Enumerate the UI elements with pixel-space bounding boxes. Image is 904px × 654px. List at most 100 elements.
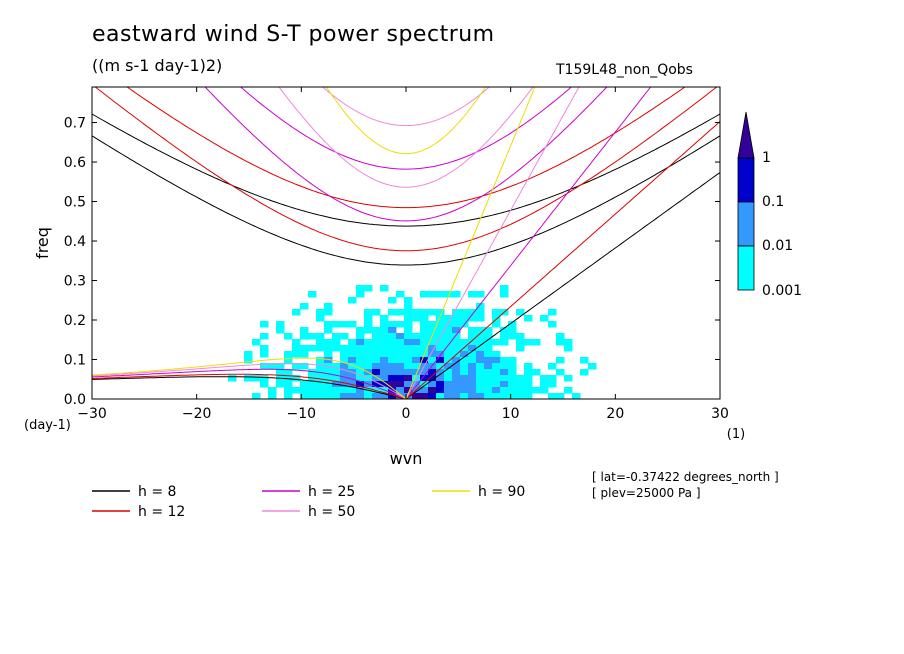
- heatmap-cell: [468, 375, 477, 382]
- heatmap-cell: [484, 339, 493, 346]
- heatmap-cell: [404, 297, 413, 304]
- heatmap-cell: [524, 315, 533, 322]
- heatmap-cell: [524, 339, 533, 346]
- y-tick-label: 0.7: [64, 116, 86, 132]
- heatmap-cell: [492, 357, 501, 364]
- dispersion-curve-h50: [278, 87, 534, 188]
- heatmap-cell: [340, 387, 349, 394]
- heatmap-cell: [500, 333, 509, 340]
- heatmap-cell: [364, 363, 373, 370]
- heatmap-cell: [452, 363, 461, 370]
- heatmap-cell: [540, 387, 549, 394]
- heatmap-cell: [484, 387, 493, 394]
- heatmap-cell: [500, 327, 509, 334]
- heatmap-cell: [420, 321, 429, 328]
- heatmap-cell: [476, 339, 485, 346]
- heatmap-cell: [356, 351, 365, 358]
- heatmap-cell: [452, 381, 461, 388]
- heatmap-cell: [404, 327, 413, 334]
- x-tick-label: 30: [711, 406, 729, 422]
- heatmap-cell: [524, 375, 533, 382]
- heatmap-cell: [492, 339, 501, 346]
- heatmap-cell: [404, 321, 413, 328]
- heatmap-cell: [428, 369, 437, 376]
- dispersion-curve-h50: [405, 87, 580, 399]
- heatmap-cell: [444, 327, 453, 334]
- heatmap-cell: [260, 381, 269, 388]
- heatmap-cell: [460, 369, 469, 376]
- heatmap-cell: [380, 285, 389, 292]
- heatmap-cell: [524, 369, 533, 376]
- axes: −30 −20 −10 0 10 20 30 0.0 0.1 0.2 0.3 0.4 0.5 0.6 0.7…: [24, 87, 745, 468]
- heatmap-cell: [444, 387, 453, 394]
- heatmap-cell: [348, 387, 357, 394]
- heatmap-cell: [492, 363, 501, 370]
- heatmap-cell: [468, 369, 477, 376]
- dispersion-curve-h12: [126, 87, 686, 209]
- heatmap-cell: [364, 285, 373, 292]
- heatmap-cell: [476, 303, 485, 310]
- heatmap-cell: [244, 357, 253, 364]
- heatmap-cell: [404, 375, 413, 382]
- heatmap-cell: [324, 369, 333, 376]
- heatmap-cell: [364, 339, 373, 346]
- heatmap-cell: [364, 321, 373, 328]
- y-tick-label: 0.0: [64, 392, 86, 408]
- dispersion-curve-h90: [325, 87, 487, 155]
- heatmap-cell: [364, 327, 373, 334]
- heatmap-cell: [340, 381, 349, 388]
- heatmap-cell: [284, 369, 293, 376]
- heatmap-cell: [476, 381, 485, 388]
- heatmap-cell: [316, 393, 325, 399]
- heatmap-cell: [540, 315, 549, 322]
- heatmap-cell: [548, 309, 557, 316]
- heatmap-cell: [508, 387, 517, 394]
- heatmap-cell: [468, 327, 477, 334]
- run-label: T159L48_non_Qobs: [556, 62, 693, 78]
- heatmap-cell: [548, 393, 557, 399]
- heatmap-cell: [348, 357, 357, 364]
- heatmap-cells: [228, 285, 597, 399]
- heatmap-cell: [404, 309, 413, 316]
- colorbar-segment: [737, 157, 755, 203]
- dispersion-curve-h90: [92, 0, 720, 82]
- heatmap-cell: [404, 369, 413, 376]
- heatmap-cell: [524, 393, 533, 399]
- heatmap-cell: [364, 309, 373, 316]
- heatmap-cell: [484, 333, 493, 340]
- heatmap-cell: [452, 369, 461, 376]
- heatmap-cell: [284, 333, 293, 340]
- heatmap-cell: [372, 351, 381, 358]
- heatmap-cell: [292, 375, 301, 382]
- colorbar-label: 0.1: [762, 194, 784, 210]
- heatmap-cell: [492, 321, 501, 328]
- y-tick-label: 0.1: [64, 353, 86, 369]
- heatmap-cell: [540, 375, 549, 382]
- heatmap-cell: [332, 369, 341, 376]
- heatmap-cell: [500, 393, 509, 399]
- heatmap-cell: [372, 381, 381, 388]
- heatmap-cell: [388, 375, 397, 382]
- heatmap-cell: [356, 357, 365, 364]
- heatmap-cell: [348, 321, 357, 328]
- heatmap-cell: [460, 357, 469, 364]
- heatmap-cell: [332, 339, 341, 346]
- heatmap-cell: [292, 339, 301, 346]
- heatmap-cell: [484, 351, 493, 358]
- heatmap-cell: [284, 381, 293, 388]
- heatmap-cell: [484, 393, 493, 399]
- heatmap-cell: [516, 309, 525, 316]
- heatmap-cell: [324, 357, 333, 364]
- heatmap-cell: [452, 387, 461, 394]
- heatmap-cell: [492, 315, 501, 322]
- heatmap-cell: [500, 357, 509, 364]
- heatmap-cell: [412, 339, 421, 346]
- heatmap-cell: [300, 333, 309, 340]
- heatmap-cell: [556, 333, 565, 340]
- heatmap-cell: [444, 375, 453, 382]
- heatmap-cell: [460, 315, 469, 322]
- heatmap-cell: [380, 327, 389, 334]
- heatmap-cell: [428, 309, 437, 316]
- heatmap-cell: [356, 333, 365, 340]
- heatmap-cell: [404, 339, 413, 346]
